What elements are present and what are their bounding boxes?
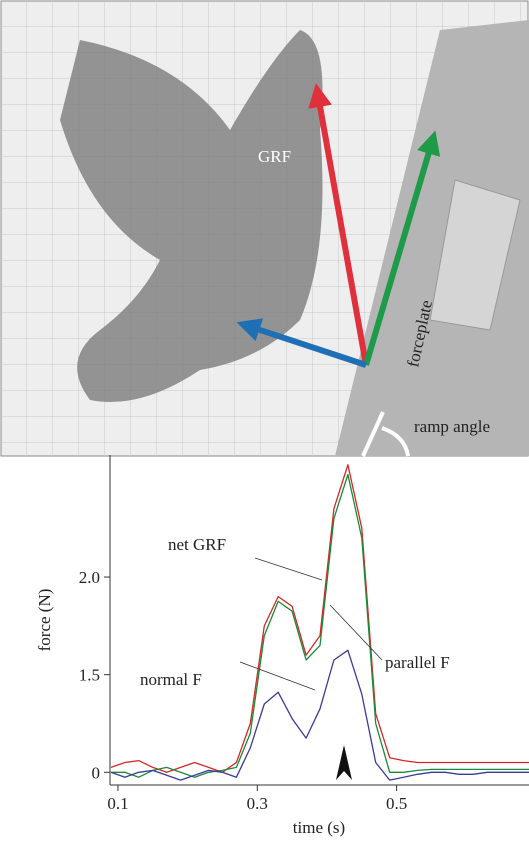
legend-label: net GRF <box>168 535 226 554</box>
legend-label: normal F <box>140 670 202 689</box>
x-tick-label: 0.3 <box>247 794 268 813</box>
x-tick-label: 0.1 <box>107 794 128 813</box>
series-line <box>110 649 529 781</box>
series-line <box>110 464 529 773</box>
legend-leader <box>254 557 323 581</box>
series-line <box>111 473 529 778</box>
photo-label: GRF <box>258 147 291 166</box>
legend-label: parallel F <box>385 653 450 672</box>
legend-leader <box>239 661 316 691</box>
y-tick-label: 2.0 <box>79 568 100 587</box>
x-tick-label: 0.5 <box>386 794 407 813</box>
event-arrow <box>336 745 352 780</box>
photo: GRF forceplate ramp angle <box>0 0 529 457</box>
legend-leader <box>329 604 383 661</box>
y-axis-label: force (N) <box>35 589 54 652</box>
x-axis-label: time (s) <box>293 818 345 837</box>
photo-label: ramp angle <box>414 417 490 436</box>
y-tick-label: 0 <box>92 763 101 782</box>
y-tick-label: 1.5 <box>79 666 100 685</box>
